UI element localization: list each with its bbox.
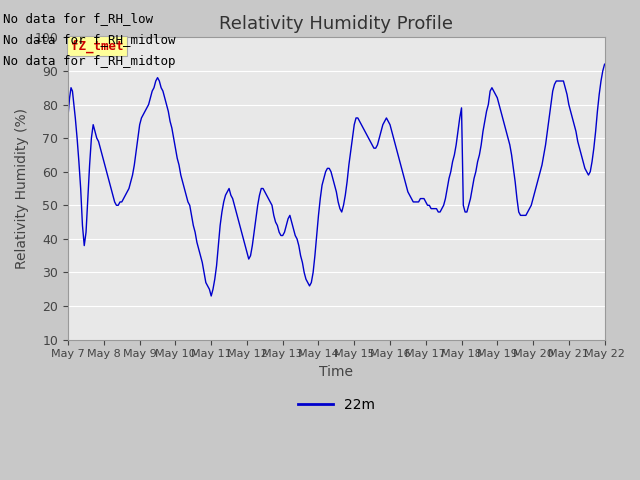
- Text: No data for f_RH_midtop: No data for f_RH_midtop: [3, 55, 176, 68]
- Text: No data for f_RH_low: No data for f_RH_low: [3, 12, 153, 24]
- Y-axis label: Relativity Humidity (%): Relativity Humidity (%): [15, 108, 29, 269]
- Text: No data for f_RH_midlow: No data for f_RH_midlow: [3, 33, 176, 46]
- Legend: 22m: 22m: [292, 392, 380, 418]
- X-axis label: Time: Time: [319, 365, 353, 379]
- Title: Relativity Humidity Profile: Relativity Humidity Profile: [220, 15, 453, 33]
- Text: fZ_tmet: fZ_tmet: [71, 39, 124, 53]
